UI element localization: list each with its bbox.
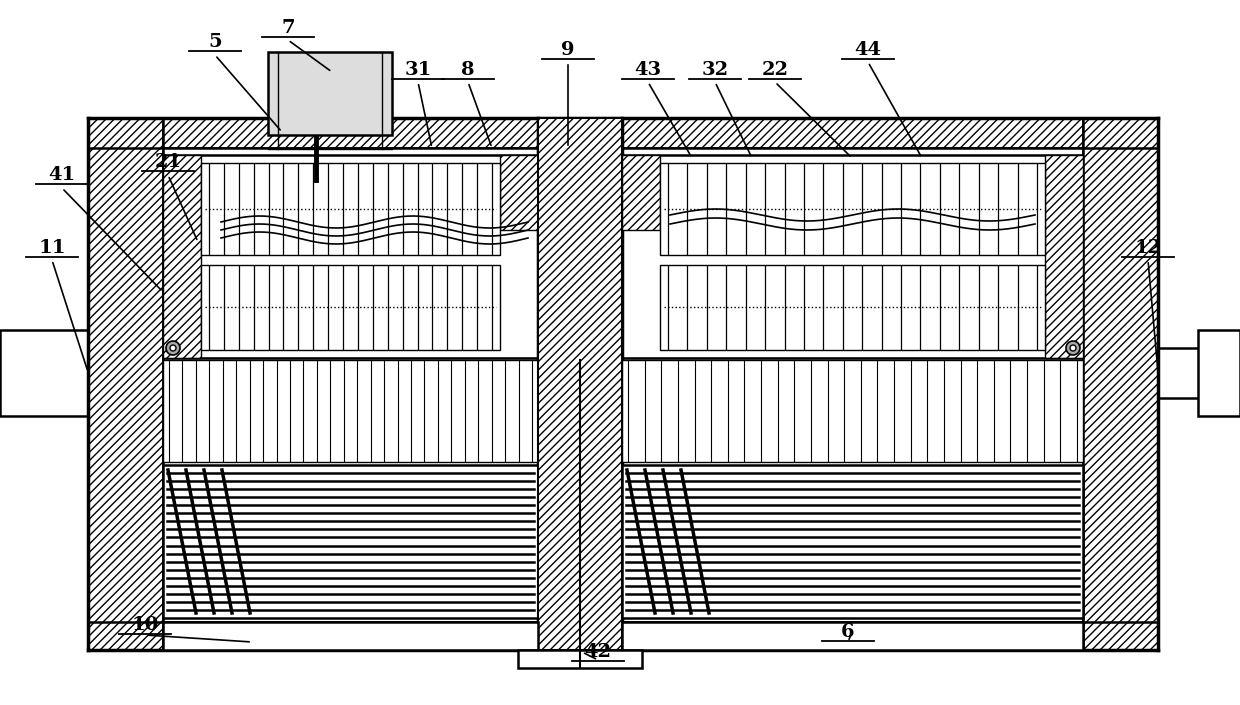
Text: 7: 7	[281, 19, 295, 37]
Circle shape	[1070, 345, 1076, 351]
Bar	[162, 622, 538, 650]
Bar	[538, 118, 622, 650]
Bar	[500, 155, 538, 230]
Text: 6: 6	[841, 623, 854, 641]
Bar	[1083, 118, 1158, 650]
Text: 22: 22	[761, 61, 789, 79]
Bar	[201, 163, 500, 255]
Bar	[622, 465, 1083, 618]
Text: 11: 11	[38, 239, 66, 257]
Bar	[88, 118, 162, 650]
Bar	[622, 622, 1083, 650]
Bar	[0, 348, 162, 398]
Bar	[622, 155, 1083, 358]
Text: 41: 41	[48, 166, 76, 184]
Bar	[162, 155, 201, 358]
Text: 8: 8	[461, 61, 475, 79]
Text: 31: 31	[404, 61, 432, 79]
Bar	[162, 465, 538, 618]
Bar	[518, 650, 642, 668]
Bar	[1158, 348, 1240, 398]
Circle shape	[166, 341, 180, 355]
Bar	[88, 118, 1158, 148]
Text: 32: 32	[702, 61, 729, 79]
Text: 12: 12	[1135, 239, 1162, 257]
Text: 44: 44	[854, 41, 882, 59]
Bar	[268, 52, 392, 135]
Bar	[88, 622, 1158, 650]
Bar	[162, 155, 538, 358]
Bar	[660, 265, 1045, 350]
Text: 43: 43	[635, 61, 662, 79]
Bar	[1045, 155, 1083, 358]
Text: 10: 10	[131, 616, 159, 634]
Text: 5: 5	[208, 33, 222, 51]
Bar	[1198, 330, 1240, 416]
Bar	[622, 155, 660, 230]
Bar	[201, 265, 500, 350]
Bar	[622, 360, 1083, 462]
Circle shape	[170, 345, 176, 351]
Bar	[660, 163, 1045, 255]
Circle shape	[1066, 341, 1080, 355]
Text: 21: 21	[154, 153, 181, 171]
Text: 42: 42	[584, 643, 611, 661]
Bar	[0, 330, 88, 416]
Bar	[162, 360, 538, 462]
Text: 9: 9	[562, 41, 575, 59]
